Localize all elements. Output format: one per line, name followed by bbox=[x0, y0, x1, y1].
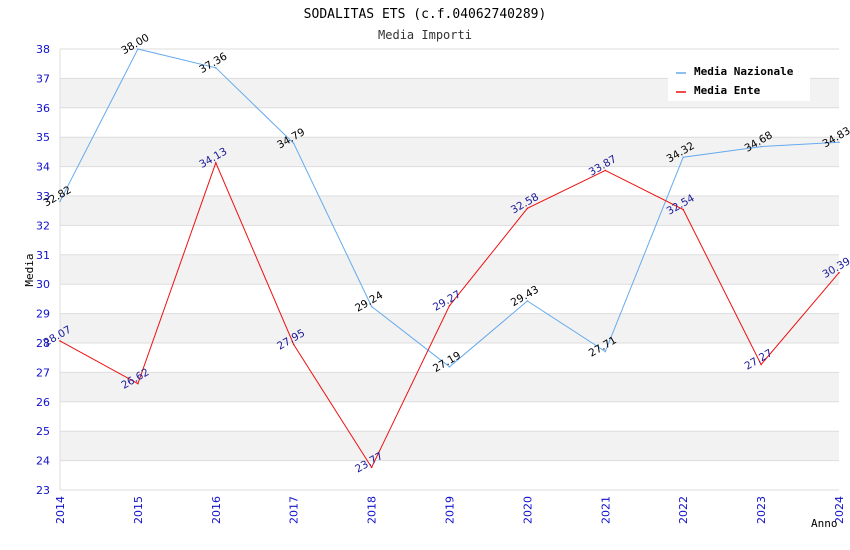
grid-band bbox=[60, 137, 839, 167]
data-point bbox=[526, 300, 529, 302]
data-point bbox=[448, 304, 451, 307]
x-tick-label: 2018 bbox=[366, 496, 379, 524]
y-tick-label: 30 bbox=[36, 278, 50, 291]
x-tick-label: 2024 bbox=[833, 496, 846, 524]
x-tick-labels: 2014 2015 2016 2017 2018 2019 2020 2021 2022 2023… bbox=[54, 496, 846, 524]
y-tick-label: 29 bbox=[36, 308, 50, 321]
data-point bbox=[448, 366, 451, 368]
data-point bbox=[838, 271, 840, 274]
data-label: 29.43 bbox=[509, 284, 541, 309]
y-tick-label: 25 bbox=[36, 425, 50, 438]
grid-band bbox=[60, 431, 839, 461]
y-tick-labels: 23 24 25 26 27 28 29 30 31 32 33 34 35 36 37 38 bbox=[36, 43, 50, 497]
x-tick-label: 2020 bbox=[521, 496, 534, 524]
y-tick-label: 26 bbox=[36, 396, 50, 409]
y-tick-label: 31 bbox=[36, 249, 50, 262]
data-point bbox=[526, 207, 529, 210]
legend-label-media-ente: Media Ente bbox=[694, 84, 761, 97]
data-point bbox=[370, 305, 373, 308]
data-point bbox=[370, 466, 373, 469]
x-tick-label: 2014 bbox=[54, 496, 67, 524]
y-tick-label: 33 bbox=[36, 190, 50, 203]
data-point bbox=[838, 141, 840, 143]
x-tick-label: 2016 bbox=[210, 496, 223, 524]
data-point bbox=[215, 161, 217, 164]
y-axis-label: Media bbox=[23, 253, 36, 286]
data-point bbox=[292, 142, 295, 145]
y-tick-label: 36 bbox=[36, 102, 50, 115]
data-point bbox=[59, 200, 61, 203]
y-tick-label: 32 bbox=[36, 219, 50, 232]
data-point bbox=[137, 48, 139, 50]
chart-title: SODALITAS ETS (c.f.04062740289) bbox=[304, 7, 547, 22]
y-tick-label: 27 bbox=[36, 366, 50, 379]
legend-label-media-nazionale: Media Nazionale bbox=[694, 65, 794, 78]
y-tick-label: 24 bbox=[36, 455, 50, 468]
data-label: 37.36 bbox=[197, 50, 229, 76]
series-lines bbox=[59, 48, 840, 469]
x-tick-label: 2022 bbox=[677, 496, 690, 524]
data-point bbox=[682, 156, 684, 158]
y-tick-label: 35 bbox=[36, 131, 50, 144]
data-point bbox=[604, 350, 607, 353]
data-point bbox=[760, 363, 762, 366]
y-tick-label: 28 bbox=[36, 337, 50, 350]
data-label: 27.19 bbox=[431, 350, 463, 375]
y-tick-label: 34 bbox=[36, 161, 50, 174]
legend-box bbox=[668, 61, 810, 101]
data-point bbox=[604, 169, 607, 172]
y-tick-label: 38 bbox=[36, 43, 50, 56]
y-tick-label: 23 bbox=[36, 484, 50, 497]
chart-subtitle: Media Importi bbox=[378, 28, 472, 42]
y-tick-label: 37 bbox=[36, 72, 50, 85]
data-point bbox=[682, 208, 684, 211]
grid-band bbox=[60, 196, 839, 226]
grid-band bbox=[60, 372, 839, 402]
data-label: 29.24 bbox=[353, 289, 385, 315]
data-point bbox=[760, 145, 762, 148]
x-tick-label: 2019 bbox=[444, 496, 457, 524]
data-label: 27.27 bbox=[743, 347, 775, 372]
plot-background-bands bbox=[60, 78, 839, 461]
data-point bbox=[137, 382, 139, 385]
x-tick-label: 2023 bbox=[755, 496, 768, 524]
data-point bbox=[215, 67, 217, 69]
grid-band bbox=[60, 313, 839, 343]
x-tick-label: 2017 bbox=[288, 496, 301, 524]
data-point bbox=[292, 343, 295, 346]
legend: Media Nazionale Media Ente bbox=[668, 61, 810, 101]
x-tick-label: 2021 bbox=[599, 496, 612, 524]
x-tick-label: 2015 bbox=[132, 496, 145, 524]
horizontal-gridlines bbox=[60, 48, 839, 491]
data-point bbox=[59, 340, 61, 342]
grid-band bbox=[60, 254, 839, 285]
x-axis-label: Anno bbox=[811, 517, 838, 530]
